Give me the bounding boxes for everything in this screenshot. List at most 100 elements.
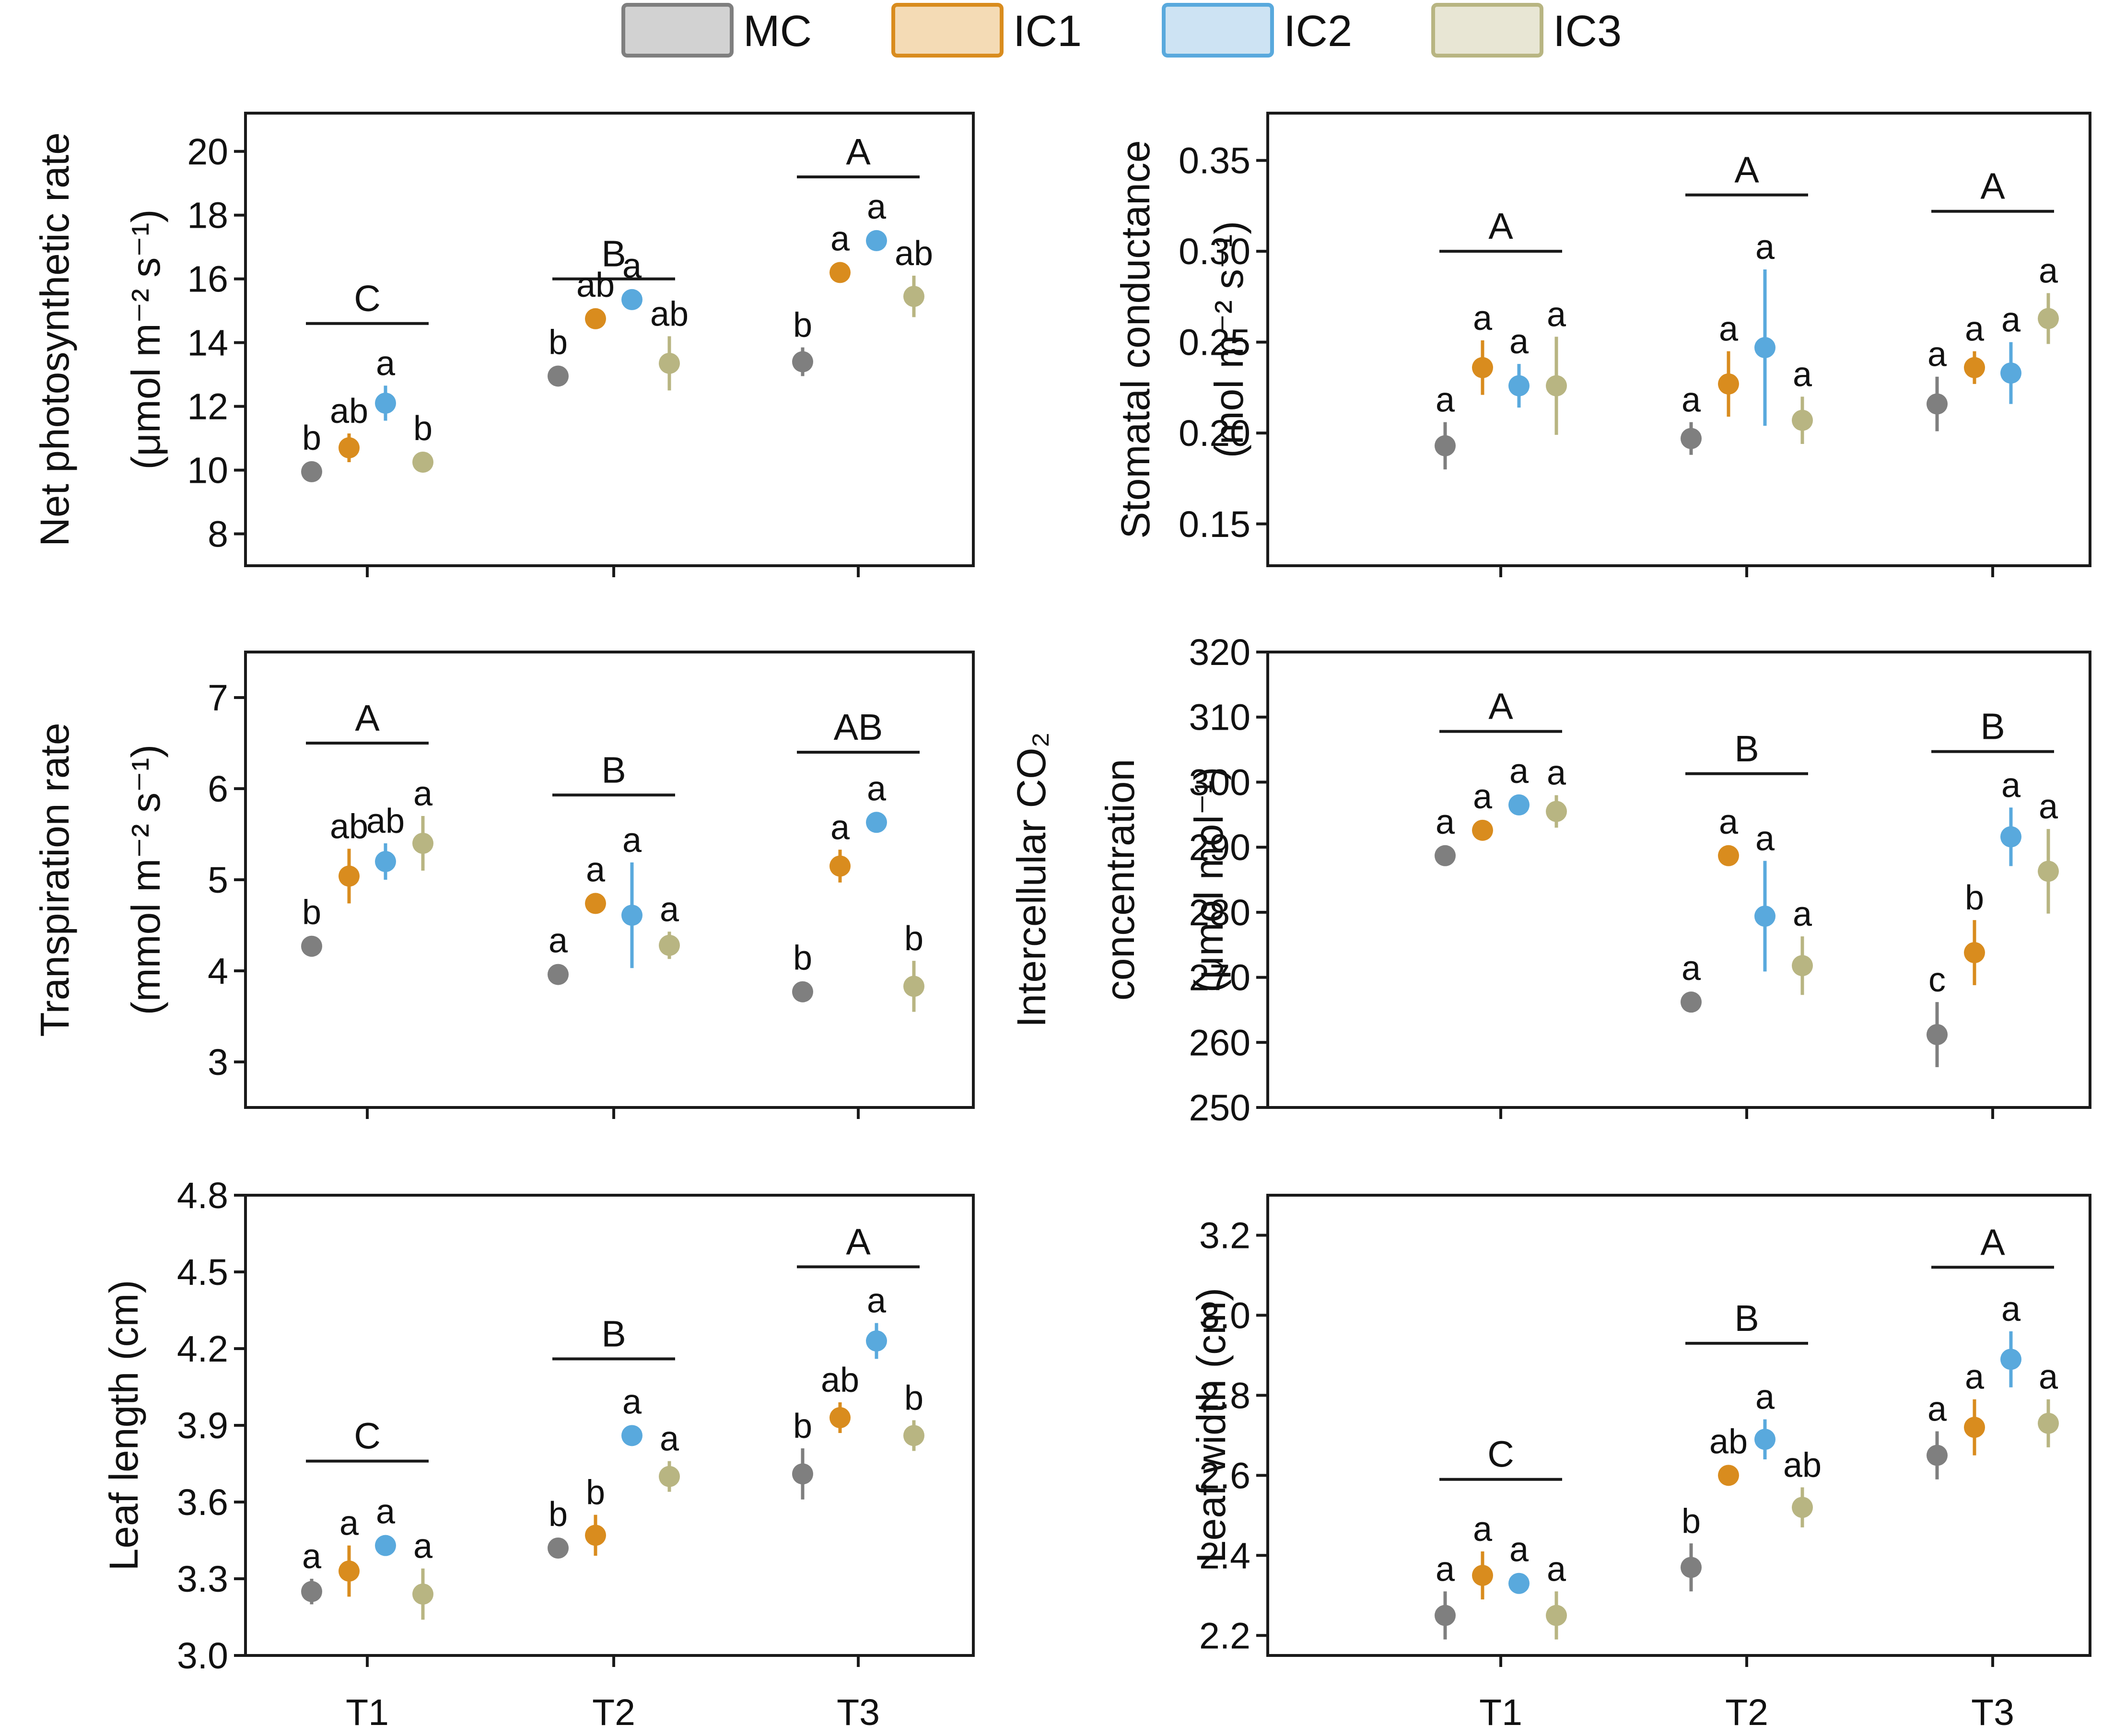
significance-letter: a <box>1509 1531 1529 1569</box>
data-point-ic3 <box>659 1466 680 1487</box>
legend-swatch-mc <box>621 3 734 58</box>
data-point-mc <box>1435 845 1456 866</box>
data-point-ic2 <box>1508 1573 1530 1594</box>
significance-letter: a <box>622 1383 642 1421</box>
group-letter: A <box>846 131 871 173</box>
significance-letter: a <box>1509 752 1529 791</box>
data-point-mc <box>1681 991 1702 1013</box>
y-axis-title-line: Net photosynthetic rate <box>32 132 77 547</box>
data-point-ic2 <box>375 392 396 414</box>
data-point-ic3 <box>2038 308 2059 329</box>
significance-letter: a <box>1682 381 1701 419</box>
data-point-mc <box>792 981 813 1002</box>
significance-letter: c <box>1928 961 1946 999</box>
data-point-ic3 <box>659 352 680 374</box>
significance-letter: a <box>660 890 679 929</box>
panel-net-photosynthetic-rate: 8 10 12 14 16 18 20 Net photosynthetic rate (μmo… <box>32 112 975 577</box>
panel-leaf-length: 3.0 3.3 3.6 3.9 4.2 4.5 4.8 T1 T2 T3 Leaf length (… <box>101 1175 975 1733</box>
y-axis-title-line: (μmol m⁻² s⁻¹) <box>123 210 168 470</box>
data-point-mc <box>1435 1605 1456 1626</box>
significance-letter: b <box>586 1474 605 1512</box>
significance-letter: a <box>2039 1358 2058 1397</box>
y-tick-label: 18 <box>187 195 228 236</box>
data-point-mc <box>1681 1557 1702 1578</box>
x-tick-label-t1: T1 <box>346 1692 389 1733</box>
data-point-ic3 <box>1792 409 1813 431</box>
significance-letter: b <box>793 939 812 978</box>
y-tick-label: 3.3 <box>177 1559 228 1600</box>
y-axis-title: Leaf width (cm) <box>1189 1288 1234 1563</box>
y-axis-title-line: Transpiration rate <box>32 722 77 1037</box>
group-letter: A <box>355 698 380 739</box>
significance-letter: a <box>1965 310 1985 349</box>
data-point-ic2 <box>1508 375 1530 396</box>
data-point-ic2 <box>621 289 642 310</box>
data-point-ic2 <box>621 905 642 926</box>
y-tick-label: 3.0 <box>177 1635 228 1677</box>
group-letter: B <box>601 233 626 275</box>
legend: MC IC1 IC2 IC3 <box>621 3 1622 58</box>
significance-letter: a <box>830 808 850 847</box>
data-point-ic3 <box>659 934 680 956</box>
data-point-ic1 <box>1718 373 1739 395</box>
group-letter: A <box>1488 206 1513 247</box>
data-point-ic1 <box>1718 845 1739 866</box>
data-point-ic1 <box>585 893 606 914</box>
significance-letter: a <box>1793 355 1812 394</box>
data-point-ic2 <box>1754 1429 1775 1450</box>
group-letter: B <box>601 1313 626 1354</box>
y-tick-label: 0.15 <box>1179 504 1250 545</box>
significance-letter: a <box>1755 1378 1775 1416</box>
significance-letter: a <box>413 1527 433 1566</box>
data-point-mc <box>1927 1024 1948 1045</box>
data-point-ic2 <box>621 1425 642 1446</box>
data-point-ic2 <box>1508 794 1530 816</box>
data-point-ic2 <box>1754 337 1775 359</box>
y-tick-label: 5 <box>208 860 228 901</box>
significance-letter: a <box>867 769 887 808</box>
significance-letter: b <box>1682 1502 1701 1540</box>
y-axis-title-line: (mmol m⁻² s⁻¹) <box>123 745 168 1015</box>
significance-letter: a <box>1436 381 1455 419</box>
legend-label-ic1: IC1 <box>1013 7 1082 56</box>
plot-frame <box>244 112 975 567</box>
group-letter: A <box>1734 150 1759 191</box>
significance-letter: a <box>376 344 396 383</box>
significance-letter: b <box>793 1407 812 1445</box>
significance-letter: a <box>1927 336 1947 374</box>
y-tick-label: 270 <box>1189 957 1250 999</box>
y-axis-title-line: Intercellular CO₂ <box>1009 732 1054 1027</box>
data-point-ic2 <box>866 812 887 833</box>
significance-letter: b <box>302 419 321 457</box>
significance-letter: a <box>622 247 642 285</box>
data-point-ic1 <box>339 1561 360 1582</box>
significance-letter: ab <box>1709 1422 1748 1461</box>
y-tick-label: 2.6 <box>1199 1455 1250 1496</box>
group-letter: A <box>1980 166 2005 207</box>
data-point-ic1 <box>585 308 606 329</box>
significance-letter: a <box>1719 310 1739 349</box>
y-tick-label: 310 <box>1189 697 1250 738</box>
legend-swatch-ic2 <box>1162 3 1274 58</box>
significance-letter: a <box>1473 299 1493 338</box>
data-point-mc <box>1681 428 1702 449</box>
data-point-ic3 <box>903 286 924 307</box>
y-tick-label: 4.2 <box>177 1328 228 1370</box>
x-tick-label-t3: T3 <box>837 1692 880 1733</box>
y-tick-label: 10 <box>187 450 228 491</box>
data-point-ic1 <box>829 855 851 877</box>
data-point-mc <box>548 365 569 387</box>
x-tick-label-t2: T2 <box>592 1692 635 1733</box>
significance-letter: a <box>2001 1290 2021 1328</box>
data-point-ic1 <box>1718 1465 1739 1486</box>
y-tick-label: 3.0 <box>1199 1295 1250 1336</box>
data-point-ic3 <box>1546 1605 1567 1626</box>
significance-letter: a <box>1509 323 1529 361</box>
data-point-ic2 <box>2000 826 2021 848</box>
significance-letter: ab <box>366 802 405 840</box>
y-tick-label: 300 <box>1189 762 1250 803</box>
data-point-mc <box>1435 435 1456 456</box>
panel-intercellular-co2: 250 260 270 280 290 300 310 320 Intercellular CO… <box>1009 632 2091 1129</box>
y-tick-label: 7 <box>208 677 228 719</box>
data-point-ic1 <box>585 1525 606 1546</box>
